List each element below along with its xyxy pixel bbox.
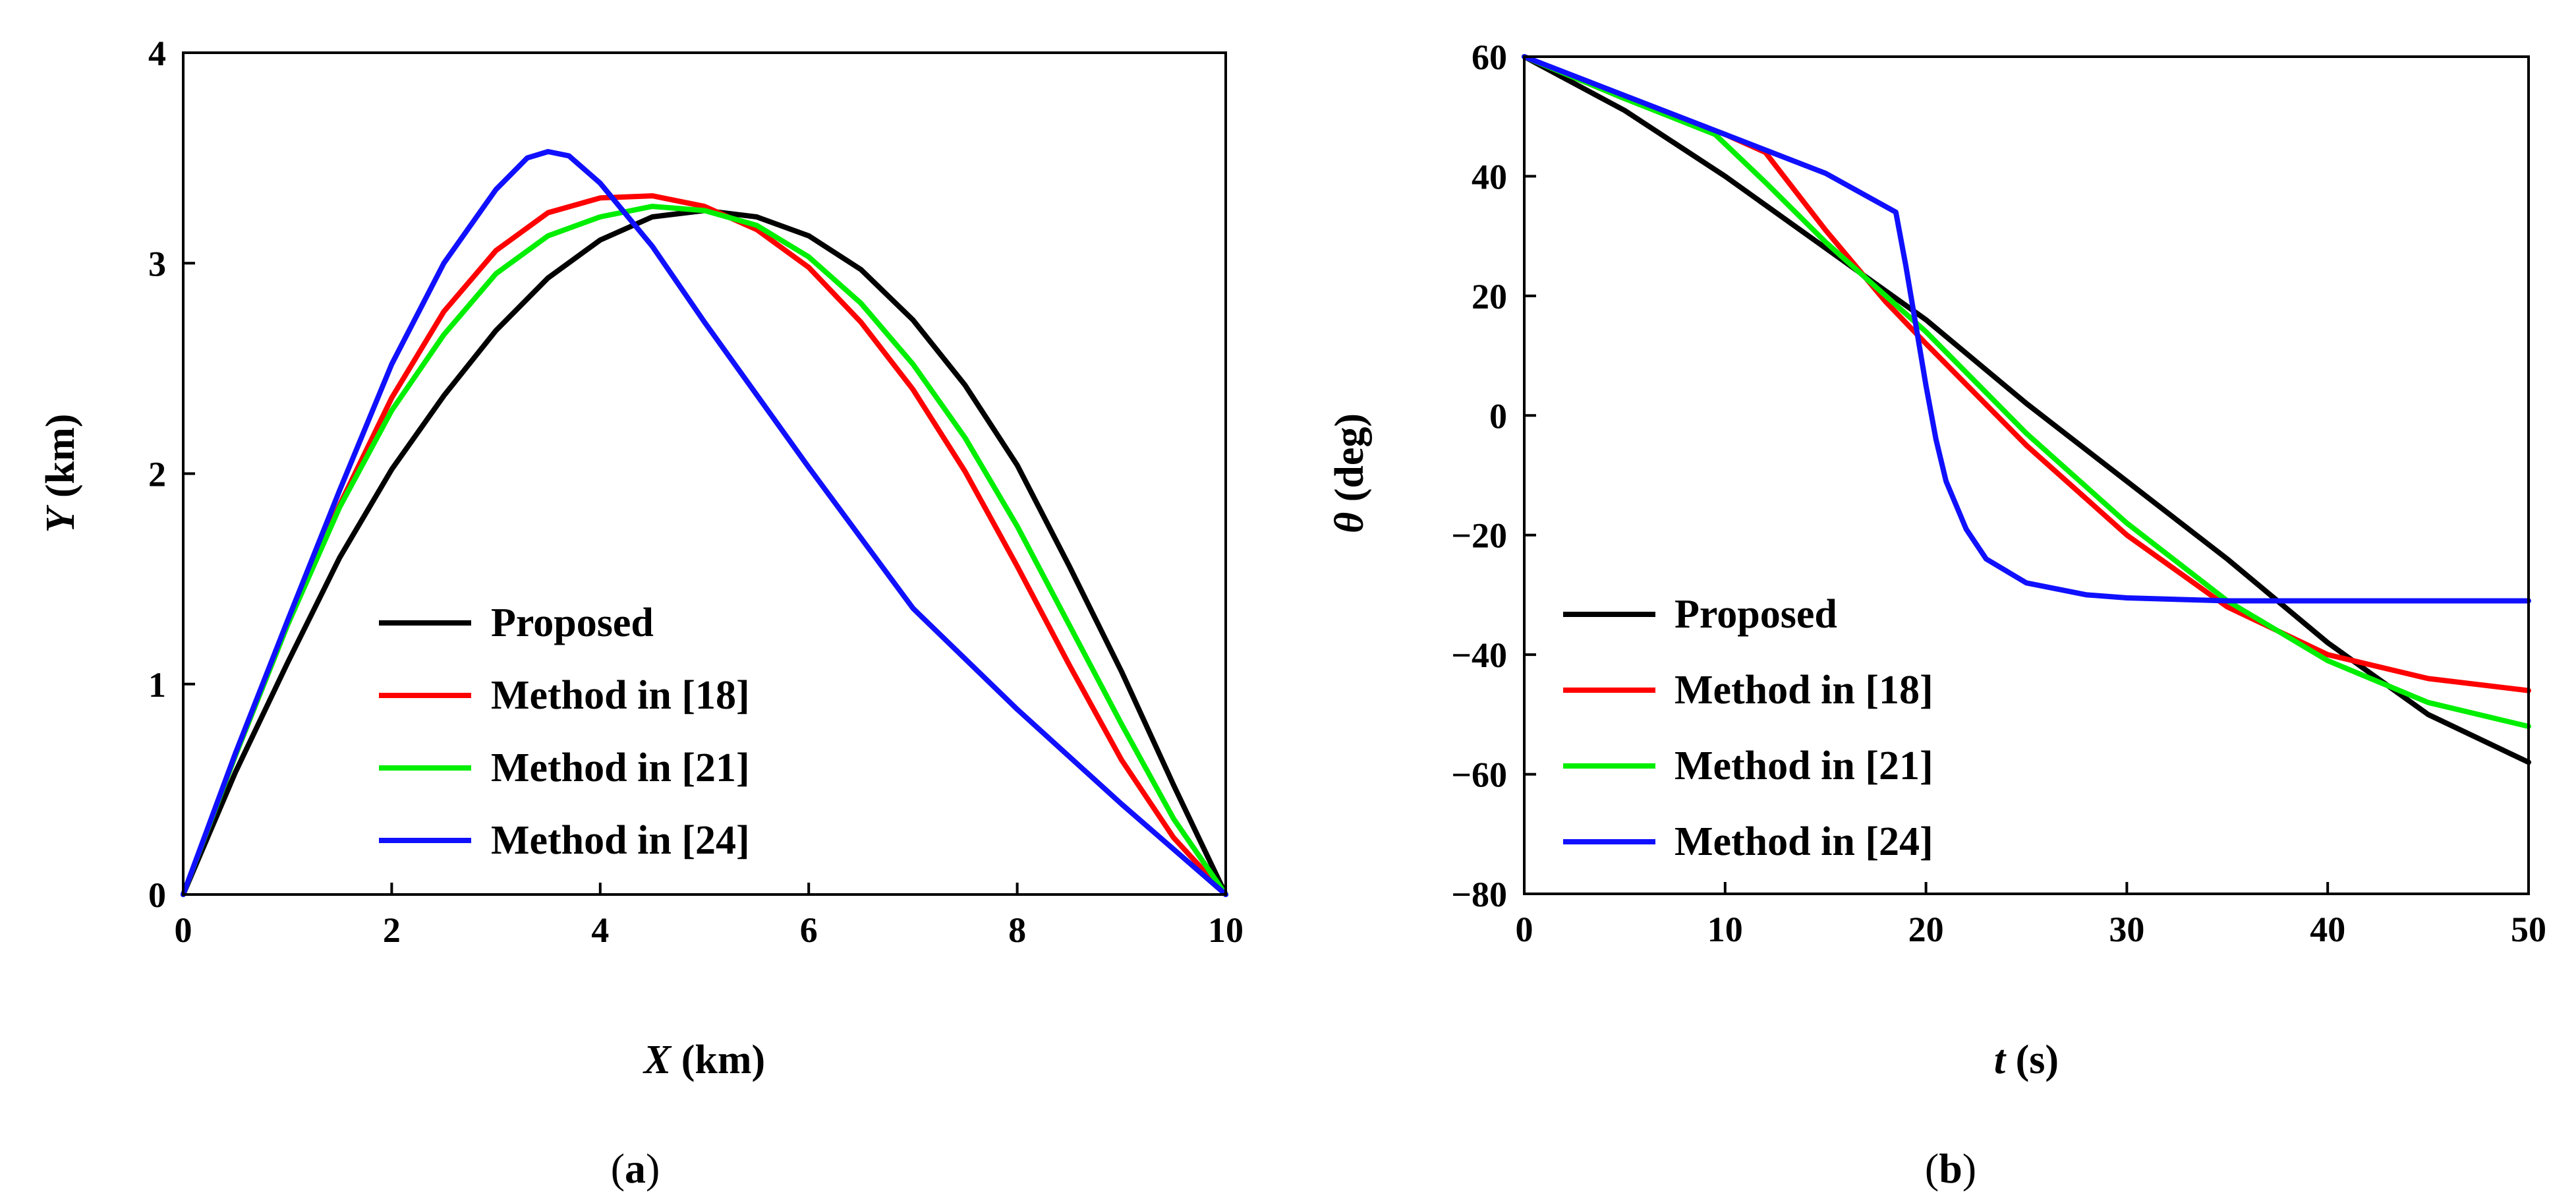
panel-a-x-axis-title: X (km) [643, 1038, 765, 1082]
panel-a-chart: 0 2 4 6 8 10 0 1 2 3 4 Proposed Method in [18] Met… [38, 34, 1244, 1192]
panel-a-series-method-in-21 [181, 204, 1228, 897]
panel-a-y-axis-var: Y [38, 504, 83, 533]
panel-a-y-axis-title: Y (km) [38, 414, 83, 533]
panel-a-series-method-in-18 [181, 193, 1228, 897]
panel-b-ticks: 0 10 20 30 40 50 60 40 20 0 −20 −40 −60 −80 [1451, 38, 2546, 949]
panel-a-series-group [181, 149, 1228, 897]
panel-a-caption-letter: a [625, 1145, 646, 1192]
panel-b-caption-open: ( [1925, 1145, 1939, 1192]
panel-a-x-tick-label: 10 [1208, 910, 1244, 950]
panel-b-legend-label-method-18: Method in [18] [1674, 668, 1933, 713]
panel-b-legend-label-proposed: Proposed [1674, 592, 1837, 637]
panel-a-x-tick-label: 4 [591, 910, 609, 950]
panel-b-y-axis-unit: (deg) [1327, 413, 1372, 512]
panel-b-x-tick-label: 10 [1707, 910, 1743, 949]
panel-b-series-method-in-24 [1522, 54, 2531, 604]
panel-a-y-tick-label: 3 [148, 244, 166, 283]
panel-b-caption-letter: b [1939, 1145, 1962, 1192]
panel-a-caption-open: ( [611, 1145, 625, 1192]
panel-a-x-tick-label: 0 [175, 910, 192, 950]
panel-b-x-tick-label: 0 [1516, 910, 1533, 949]
panel-a-x-axis-unit: (km) [671, 1038, 765, 1082]
panel-b-x-axis-unit: (s) [2005, 1038, 2059, 1082]
panel-b-y-tick-label: 20 [1472, 277, 1507, 316]
panel-b-y-tick-label: −60 [1451, 755, 1507, 795]
panel-b-y-tick-label: −80 [1451, 875, 1507, 914]
panel-b-y-tick-label: 40 [1472, 157, 1507, 196]
panel-b-y-axis-var: θ [1327, 512, 1372, 533]
panel-a-legend-label-proposed: Proposed [491, 601, 654, 645]
panel-a-x-tick-label: 6 [800, 910, 818, 950]
panel-b-caption-close: ) [1962, 1145, 1976, 1192]
panel-a-caption: (a) [611, 1145, 660, 1192]
panel-b-legend-label-method-21: Method in [21] [1674, 744, 1933, 788]
panel-a-x-tick-label: 8 [1008, 910, 1026, 950]
panel-a-y-tick-label: 0 [148, 875, 166, 915]
panel-a-series-method-in-24 [181, 149, 1228, 897]
panel-a-ticks: 0 2 4 6 8 10 0 1 2 3 4 [148, 34, 1244, 950]
panel-a-y-axis-unit: (km) [38, 414, 83, 508]
panel-b-x-tick-label: 40 [2310, 910, 2345, 949]
panel-b-x-tick-label: 30 [2109, 910, 2144, 949]
panel-a-legend-label-method-18: Method in [18] [491, 673, 750, 718]
panel-b-y-tick-label: 0 [1489, 396, 1507, 436]
panel-b-caption: (b) [1925, 1145, 1976, 1192]
panel-b-y-tick-label: −20 [1451, 516, 1507, 556]
panel-b-x-tick-label: 50 [2511, 910, 2546, 949]
panel-b-x-axis-var: t [1994, 1038, 2007, 1082]
panel-a-x-tick-label: 2 [383, 910, 401, 950]
panel-a-y-tick-label: 1 [148, 665, 166, 705]
panel-b-legend: Proposed Method in [18] Method in [21] M… [1563, 592, 1933, 864]
panel-b-plot-frame [1523, 55, 2530, 895]
panel-a-legend: Proposed Method in [18] Method in [21] M… [379, 601, 750, 863]
panel-b-y-axis-title: θ (deg) [1327, 413, 1372, 533]
panel-b-y-tick-label: 60 [1472, 38, 1507, 77]
panel-b-series-proposed [1522, 54, 2531, 765]
panel-a-x-axis-var: X [643, 1038, 672, 1082]
panel-b-x-tick-label: 20 [1908, 910, 1944, 949]
panel-a-caption-close: ) [646, 1145, 660, 1192]
panel-b-series-group [1522, 54, 2531, 765]
panel-b-legend-label-method-24: Method in [24] [1674, 819, 1933, 864]
panel-a-legend-label-method-24: Method in [24] [491, 818, 750, 863]
panel-b-y-tick-label: −40 [1451, 635, 1507, 675]
panel-a-series-proposed [181, 208, 1228, 897]
panel-a-y-tick-label: 2 [148, 455, 166, 494]
panel-a-y-tick-label: 4 [148, 34, 166, 73]
panel-b-series-method-in-21 [1522, 54, 2531, 729]
panel-b-x-axis-title: t (s) [1994, 1038, 2059, 1082]
panel-a-legend-label-method-21: Method in [21] [491, 746, 750, 790]
panel-b-chart: 0 10 20 30 40 50 60 40 20 0 −20 −40 −60 −80 Proposed … [1327, 38, 2546, 1192]
